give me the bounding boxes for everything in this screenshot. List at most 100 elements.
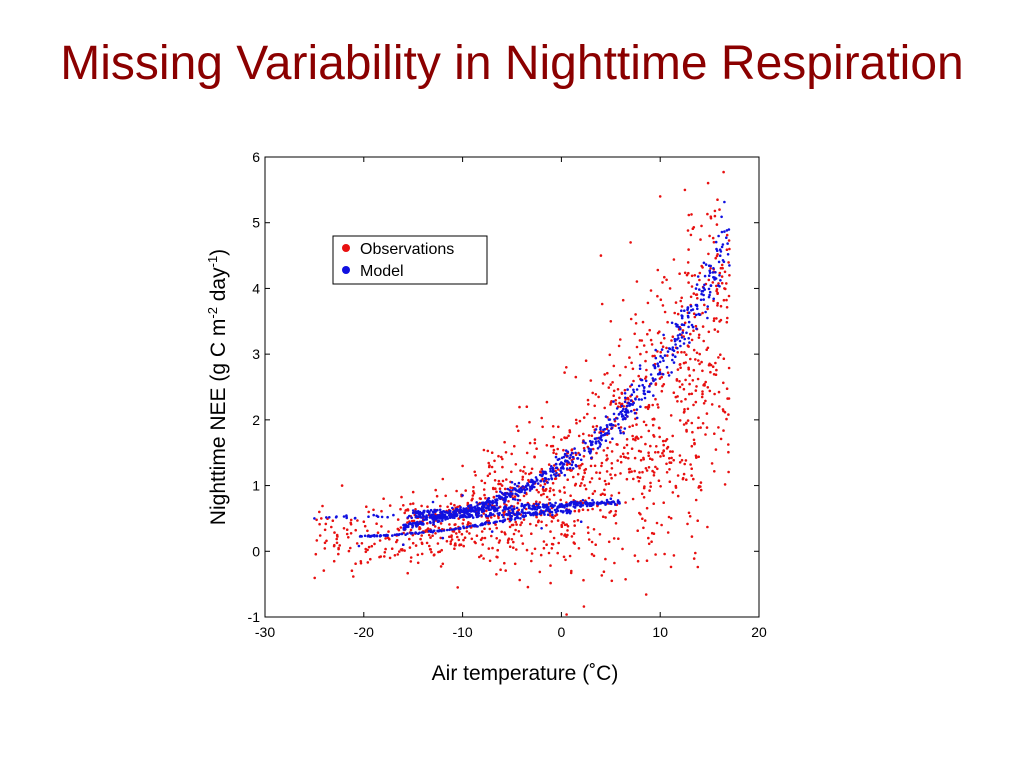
observation-point bbox=[680, 400, 683, 403]
observation-point bbox=[439, 536, 443, 540]
observation-point bbox=[696, 297, 699, 300]
model-point bbox=[483, 521, 487, 525]
observation-point bbox=[433, 525, 437, 528]
observation-point bbox=[482, 557, 485, 560]
observation-point bbox=[642, 420, 646, 424]
model-point bbox=[549, 469, 552, 473]
observation-point bbox=[647, 542, 651, 546]
observation-point bbox=[717, 356, 720, 359]
observation-point bbox=[696, 519, 699, 522]
model-point bbox=[713, 277, 716, 281]
observation-point bbox=[647, 466, 651, 469]
observation-point bbox=[582, 432, 585, 436]
model-point bbox=[489, 511, 493, 515]
observation-point bbox=[508, 525, 512, 529]
model-point bbox=[703, 288, 706, 291]
observation-point bbox=[372, 508, 375, 512]
model-point bbox=[648, 390, 651, 394]
observation-point bbox=[530, 532, 533, 535]
observation-point bbox=[661, 345, 665, 349]
observation-point bbox=[330, 525, 333, 529]
model-point bbox=[637, 398, 641, 401]
observation-point bbox=[429, 536, 432, 539]
observation-point bbox=[610, 450, 614, 453]
model-point bbox=[441, 536, 445, 540]
observation-point bbox=[376, 531, 380, 534]
observation-point bbox=[630, 470, 633, 473]
observation-point bbox=[593, 464, 597, 468]
observation-point bbox=[722, 298, 726, 302]
model-point bbox=[585, 504, 589, 508]
observation-point bbox=[408, 537, 411, 541]
observation-point bbox=[713, 214, 717, 218]
model-point bbox=[585, 501, 589, 505]
observation-point bbox=[663, 552, 666, 556]
observation-point bbox=[409, 528, 413, 532]
model-point bbox=[626, 415, 629, 418]
model-point bbox=[418, 511, 422, 515]
observation-point bbox=[427, 533, 431, 537]
model-point bbox=[516, 513, 519, 517]
observation-point bbox=[495, 537, 499, 540]
observation-point bbox=[610, 579, 614, 583]
observation-point bbox=[573, 524, 576, 527]
observation-point bbox=[628, 470, 631, 474]
model-point bbox=[554, 474, 558, 478]
model-point bbox=[427, 529, 431, 533]
observation-point bbox=[384, 547, 387, 551]
observation-point bbox=[554, 514, 557, 518]
observation-point bbox=[587, 496, 591, 500]
model-point bbox=[571, 467, 575, 470]
model-point bbox=[639, 405, 642, 409]
observation-point bbox=[640, 339, 644, 342]
observation-point bbox=[367, 545, 371, 549]
observation-point bbox=[689, 463, 692, 466]
observation-point bbox=[503, 531, 506, 534]
observation-point bbox=[551, 481, 555, 485]
model-point bbox=[680, 336, 684, 339]
observation-point bbox=[708, 389, 712, 393]
observation-point bbox=[325, 539, 328, 543]
observation-point bbox=[481, 536, 484, 540]
model-point bbox=[474, 523, 477, 527]
model-point bbox=[614, 502, 617, 506]
observation-point bbox=[638, 476, 642, 480]
observation-point bbox=[668, 287, 672, 290]
observation-point bbox=[639, 458, 643, 462]
model-point bbox=[702, 293, 705, 297]
observation-point bbox=[393, 554, 397, 557]
observation-point bbox=[684, 378, 687, 382]
model-point bbox=[687, 320, 691, 324]
observation-point bbox=[627, 467, 631, 471]
observation-point bbox=[533, 455, 536, 459]
model-point bbox=[726, 242, 729, 245]
model-point bbox=[477, 514, 481, 518]
model-point bbox=[527, 483, 530, 487]
observation-point bbox=[659, 350, 662, 354]
observation-point bbox=[685, 478, 688, 482]
model-point bbox=[635, 416, 639, 420]
model-point bbox=[530, 484, 534, 487]
model-point bbox=[539, 479, 542, 483]
observation-point bbox=[716, 301, 719, 305]
observation-point bbox=[727, 294, 731, 298]
observation-point bbox=[525, 451, 529, 455]
observation-point bbox=[705, 348, 708, 352]
observation-point bbox=[461, 464, 464, 468]
observation-point bbox=[660, 389, 664, 393]
observation-point bbox=[645, 559, 649, 562]
model-point bbox=[704, 310, 707, 314]
model-point bbox=[458, 526, 462, 530]
observation-point bbox=[612, 514, 616, 518]
observation-point bbox=[482, 512, 486, 515]
observation-point bbox=[509, 486, 512, 489]
observation-point bbox=[551, 425, 555, 428]
observation-point bbox=[335, 541, 339, 545]
model-point bbox=[471, 516, 475, 519]
model-point bbox=[579, 501, 583, 505]
model-point bbox=[520, 510, 524, 514]
observation-point bbox=[690, 474, 693, 477]
observation-point bbox=[637, 479, 641, 483]
observation-point bbox=[539, 484, 542, 487]
model-point bbox=[632, 390, 636, 394]
